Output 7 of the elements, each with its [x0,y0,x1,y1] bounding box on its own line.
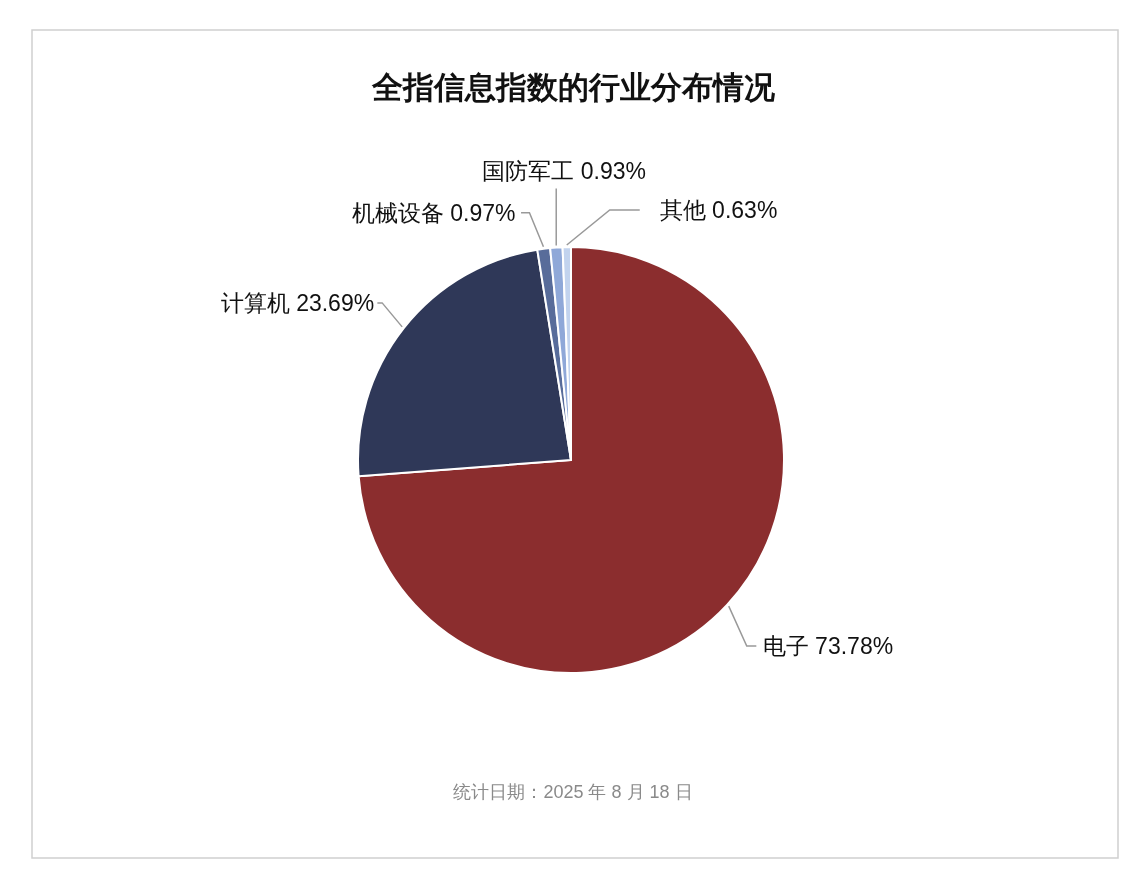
text: 统计日期：2025 年 8 月 18 日 [453,782,693,802]
chart-title: 全指信息指数的行业分布情况 [370,70,776,105]
slice-label: 其他 0.63% [659,197,778,224]
slice-label: 国防军工 0.93% [482,157,647,184]
slice-label: 计算机 23.69% [220,289,375,316]
slice-label: 电子 73.78% [762,633,894,660]
slice-label: 机械设备 0.97% [351,199,516,226]
